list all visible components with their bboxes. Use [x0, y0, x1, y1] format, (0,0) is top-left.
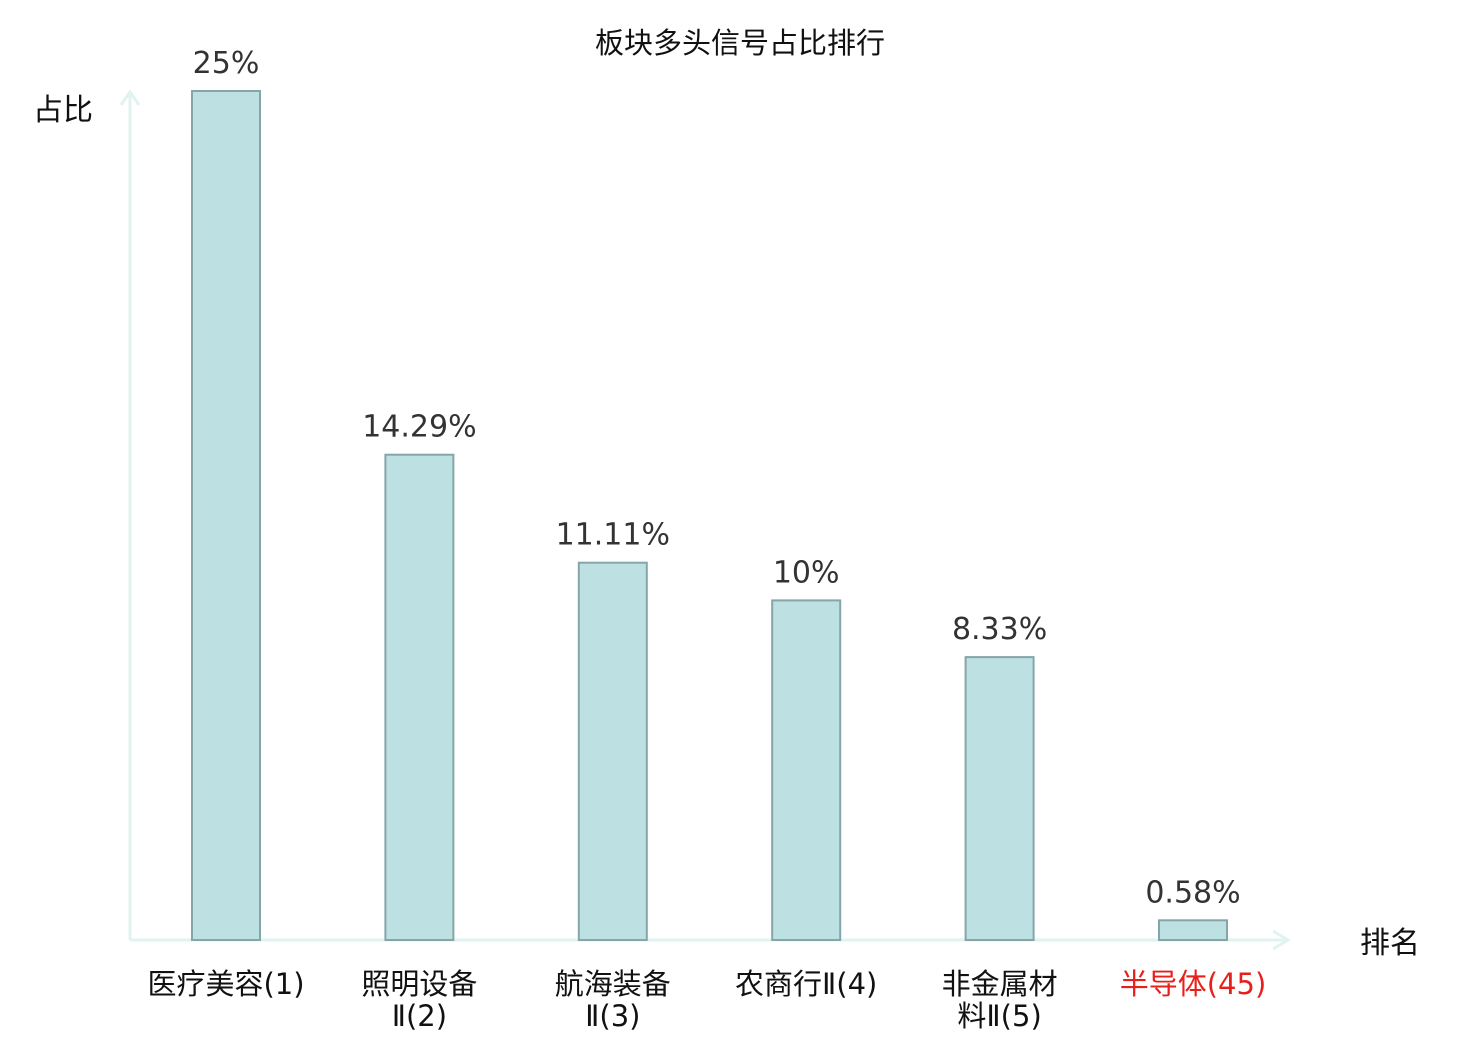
bar-3: [577, 561, 648, 941]
x-tick-label-4: 农商行Ⅱ(4): [735, 967, 877, 1001]
chart-title: 板块多头信号占比排行: [595, 26, 885, 60]
bar-2: [384, 453, 455, 941]
x-tick-label-6-line-1: 半导体(45): [1120, 967, 1267, 1001]
x-tick-label-2-line-1: 照明设备: [361, 967, 477, 1001]
x-tick-labels-group: 医疗美容(1) 照明设备 Ⅱ(2) 航海装备 Ⅱ(3) 农商行Ⅱ(4) 非金属材料Ⅱ(5) 半…: [147, 967, 1266, 1033]
value-label-4: 10%: [773, 555, 840, 590]
x-tick-label-3-line-1: 航海装备: [555, 967, 671, 1001]
x-tick-label-4-line-1: 农商行Ⅱ(4): [735, 967, 877, 1001]
value-label-2: 14.29%: [362, 410, 476, 445]
bar-1: [191, 90, 261, 941]
value-label-3: 11.11%: [556, 518, 670, 553]
value-label-6: 0.58%: [1145, 875, 1240, 910]
x-tick-label-1: 医疗美容(1): [147, 967, 304, 1001]
x-axis-title: 排名: [1360, 926, 1420, 961]
y-axis: [119, 89, 141, 940]
value-label-1: 25%: [193, 46, 260, 81]
y-axis-title: 占比: [33, 93, 93, 128]
x-tick-label-5: 非金属材料Ⅱ(5): [942, 967, 1058, 1033]
x-tick-label-2-line-2: Ⅱ(2): [392, 999, 447, 1033]
bar-5: [964, 656, 1035, 942]
x-tick-label-5-line-2: 料Ⅱ(5): [957, 999, 1041, 1033]
x-axis: [130, 929, 1291, 951]
value-label-5: 8.33%: [952, 612, 1047, 647]
bars-group: [191, 90, 1228, 942]
x-tick-label-6: 半导体(45): [1120, 967, 1267, 1001]
value-labels-group: 25% 14.29% 11.11% 10% 8.33% 0.58%: [193, 46, 1241, 910]
bar-6: [1158, 919, 1228, 942]
x-tick-label-2: 照明设备 Ⅱ(2): [361, 967, 477, 1033]
bar-4: [771, 599, 842, 942]
x-tick-label-1-line-1: 医疗美容(1): [147, 967, 304, 1001]
x-tick-label-3-line-2: Ⅱ(3): [585, 999, 640, 1033]
x-tick-label-3: 航海装备 Ⅱ(3): [555, 967, 671, 1033]
x-tick-label-5-line-1: 非金属材: [942, 967, 1058, 1001]
